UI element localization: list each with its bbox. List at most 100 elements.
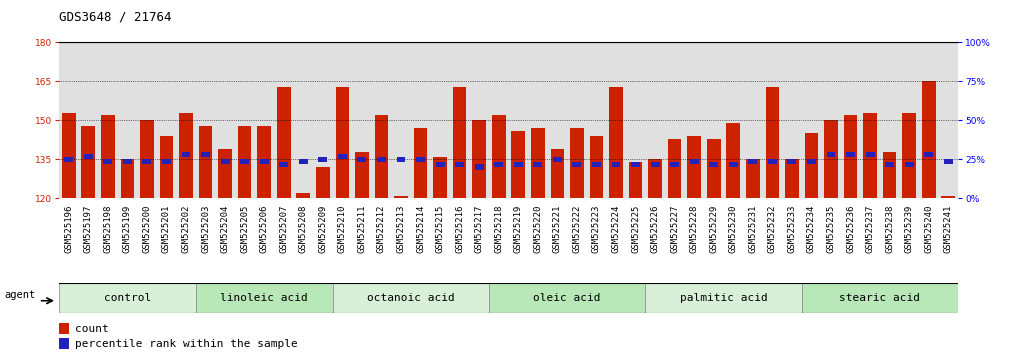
Bar <box>453 87 467 198</box>
Bar <box>749 159 758 165</box>
Text: GSM525204: GSM525204 <box>221 204 230 252</box>
Text: GSM525232: GSM525232 <box>768 204 777 252</box>
Text: GSM525239: GSM525239 <box>905 204 913 252</box>
Bar <box>475 165 484 170</box>
Bar <box>489 283 646 313</box>
Text: GSM525238: GSM525238 <box>885 204 894 252</box>
Text: GSM525201: GSM525201 <box>162 204 171 252</box>
Text: GDS3648 / 21764: GDS3648 / 21764 <box>59 11 172 24</box>
Bar <box>201 152 211 157</box>
Bar <box>333 283 489 313</box>
Text: GSM525220: GSM525220 <box>533 204 542 252</box>
Bar <box>355 152 369 198</box>
Bar <box>609 87 622 198</box>
Bar <box>865 152 875 157</box>
Bar <box>182 152 190 157</box>
Text: GSM525218: GSM525218 <box>494 204 503 252</box>
Text: GSM525236: GSM525236 <box>846 204 855 252</box>
Text: GSM525241: GSM525241 <box>944 204 953 252</box>
Text: percentile rank within the sample: percentile rank within the sample <box>75 339 298 349</box>
Text: GSM525208: GSM525208 <box>299 204 308 252</box>
Bar <box>336 87 349 198</box>
Bar <box>885 162 894 167</box>
Text: GSM525231: GSM525231 <box>749 204 758 252</box>
Text: GSM525223: GSM525223 <box>592 204 601 252</box>
Bar <box>81 126 96 198</box>
Bar <box>83 154 93 159</box>
Text: GSM525203: GSM525203 <box>201 204 211 252</box>
Text: GSM525215: GSM525215 <box>435 204 444 252</box>
Text: GSM525230: GSM525230 <box>729 204 737 252</box>
Bar <box>806 159 816 165</box>
Bar <box>766 87 779 198</box>
Bar <box>140 120 154 198</box>
Bar <box>573 162 582 167</box>
Text: GSM525235: GSM525235 <box>827 204 836 252</box>
Bar <box>492 115 505 198</box>
Text: GSM525227: GSM525227 <box>670 204 679 252</box>
Bar <box>221 159 230 165</box>
Bar <box>801 283 958 313</box>
Text: GSM525216: GSM525216 <box>456 204 464 252</box>
Bar <box>533 162 542 167</box>
Bar <box>433 157 446 198</box>
Bar <box>64 157 73 162</box>
Text: oleic acid: oleic acid <box>533 293 601 303</box>
Bar <box>123 159 132 165</box>
Bar <box>59 338 69 349</box>
Bar <box>160 136 173 198</box>
Text: GSM525213: GSM525213 <box>397 204 406 252</box>
Text: GSM525225: GSM525225 <box>631 204 640 252</box>
Bar <box>590 136 603 198</box>
Bar <box>611 162 620 167</box>
Bar <box>104 159 112 165</box>
Text: stearic acid: stearic acid <box>839 293 920 303</box>
Text: GSM525233: GSM525233 <box>787 204 796 252</box>
Bar <box>121 159 134 198</box>
Text: GSM525206: GSM525206 <box>259 204 268 252</box>
Bar <box>883 152 896 198</box>
Bar <box>827 152 835 157</box>
Bar <box>942 196 955 198</box>
Bar <box>62 113 75 198</box>
Bar <box>824 120 838 198</box>
Bar <box>101 115 115 198</box>
Bar <box>512 131 525 198</box>
Bar <box>592 162 601 167</box>
Bar <box>648 159 662 198</box>
Text: GSM525228: GSM525228 <box>690 204 699 252</box>
Bar <box>59 283 196 313</box>
Bar <box>240 159 249 165</box>
Text: GSM525214: GSM525214 <box>416 204 425 252</box>
Bar <box>668 138 681 198</box>
Text: GSM525196: GSM525196 <box>64 204 73 252</box>
Text: GSM525240: GSM525240 <box>924 204 934 252</box>
Text: GSM525211: GSM525211 <box>357 204 366 252</box>
Bar <box>632 162 640 167</box>
Text: GSM525224: GSM525224 <box>611 204 620 252</box>
Bar <box>416 157 425 162</box>
Text: GSM525209: GSM525209 <box>318 204 327 252</box>
Bar <box>651 162 660 167</box>
Bar <box>472 120 486 198</box>
Bar <box>395 196 408 198</box>
Bar <box>550 149 564 198</box>
Bar <box>844 115 857 198</box>
Bar <box>726 123 740 198</box>
Bar <box>707 138 721 198</box>
Text: GSM525237: GSM525237 <box>865 204 875 252</box>
Bar <box>435 162 444 167</box>
Text: GSM525197: GSM525197 <box>83 204 93 252</box>
Bar <box>142 159 152 165</box>
Bar <box>804 133 819 198</box>
Bar <box>377 157 385 162</box>
Bar <box>553 157 561 162</box>
Text: GSM525198: GSM525198 <box>104 204 112 252</box>
Bar <box>238 126 251 198</box>
Bar <box>902 113 916 198</box>
Bar <box>277 87 291 198</box>
Bar <box>646 283 801 313</box>
Text: control: control <box>104 293 151 303</box>
Bar <box>863 113 877 198</box>
Bar <box>296 193 310 198</box>
